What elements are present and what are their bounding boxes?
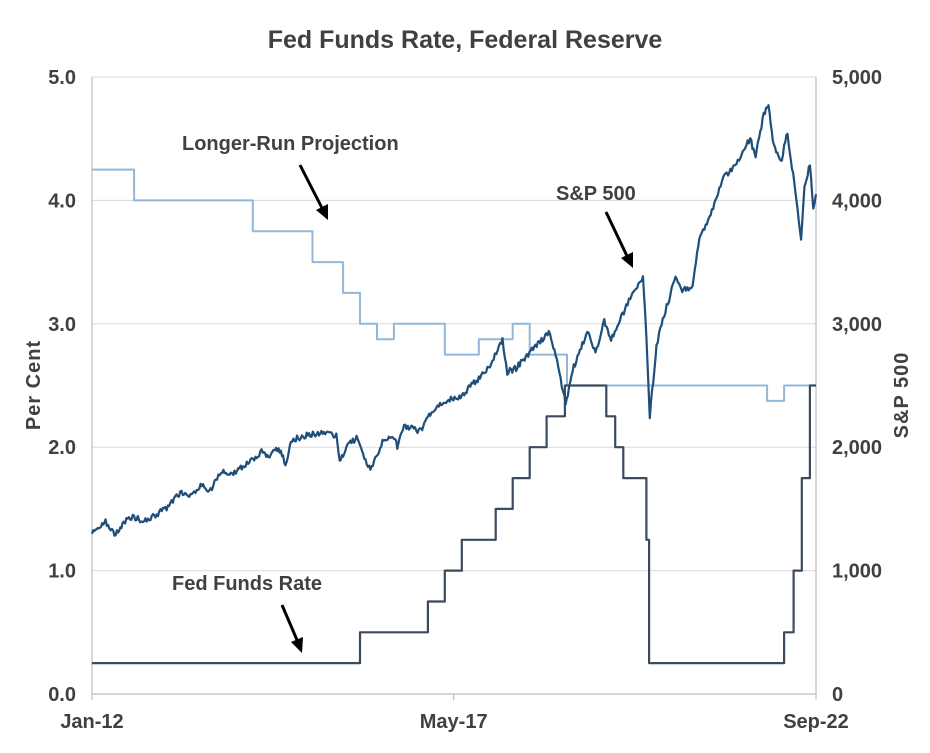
annotation-arrow-sp500 <box>604 211 633 268</box>
y2-tick-label: 5,000 <box>832 67 882 89</box>
y2-axis-title: S&P 500 <box>891 352 913 439</box>
y-tick-labels: 0.0 1.0 2.0 3.0 4.0 5.0 <box>48 67 76 706</box>
annotation-sp500: S&P 500 <box>556 183 636 205</box>
x-tick-label: May-17 <box>420 711 488 733</box>
annotation-arrow-longer-run <box>298 164 328 220</box>
y-tick-label: 2.0 <box>48 437 76 459</box>
series-line-s-p-500 <box>90 104 818 537</box>
y2-tick-labels: 0 1,000 2,000 3,000 4,000 5,000 <box>832 67 882 706</box>
y2-tick-label: 3,000 <box>832 314 882 336</box>
chart-title: Fed Funds Rate, Federal Reserve <box>268 26 663 54</box>
annotation-arrow-fed-funds <box>280 604 303 653</box>
y-tick-label: 0.0 <box>48 684 76 706</box>
y2-tick-label: 0 <box>832 684 843 706</box>
y-tick-label: 4.0 <box>48 190 76 212</box>
annotation-fed-funds-rate: Fed Funds Rate <box>172 573 322 595</box>
y-tick-label: 3.0 <box>48 314 76 336</box>
series-line-longer-run-projection <box>92 168 816 402</box>
y2-tick-label: 2,000 <box>832 437 882 459</box>
x-tick-labels: Jan-12 May-17 Sep-22 <box>60 711 848 733</box>
axes <box>91 77 817 700</box>
series-line-fed-funds-rate <box>92 384 816 665</box>
y-tick-label: 5.0 <box>48 67 76 89</box>
annotation-longer-run-projection: Longer-Run Projection <box>182 133 399 155</box>
x-tick-label: Sep-22 <box>783 711 849 733</box>
x-tick-label: Jan-12 <box>60 711 123 733</box>
y-tick-label: 1.0 <box>48 561 76 583</box>
y2-tick-label: 4,000 <box>832 190 882 212</box>
y-axis-title: Per Cent <box>23 340 45 430</box>
y2-tick-label: 1,000 <box>832 561 882 583</box>
series-lines <box>90 104 818 665</box>
